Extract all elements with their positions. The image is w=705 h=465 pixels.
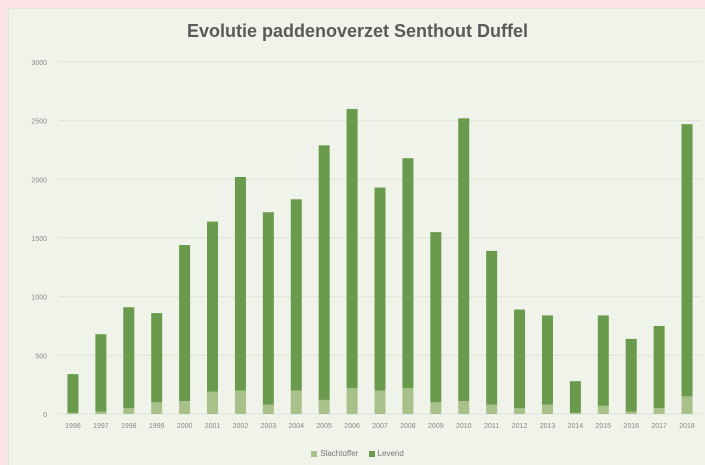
bar-slachtoffer-1998 <box>123 408 135 414</box>
x-tick-label: 2012 <box>512 423 528 430</box>
bar-levend-2012 <box>514 309 526 409</box>
bar-slachtoffer-1997 <box>95 411 107 414</box>
bar-slachtoffer-2008 <box>402 388 414 414</box>
x-tick-label: 2011 <box>484 423 499 430</box>
bar-slachtoffer-2003 <box>262 404 274 414</box>
x-tick-label: 2015 <box>596 423 612 430</box>
x-tick-label: 2008 <box>400 423 416 430</box>
bar-levend-2007 <box>374 187 386 391</box>
y-tick-label: 1500 <box>31 236 47 243</box>
legend-item-levend: Levend <box>368 449 404 458</box>
y-tick-label: 2500 <box>31 119 47 126</box>
bar-levend-1996 <box>67 374 79 413</box>
x-tick-label: 2014 <box>568 423 584 430</box>
x-tick-label: 2013 <box>540 423 556 430</box>
x-tick-label: 2006 <box>344 423 360 430</box>
legend-swatch-slachtoffer <box>311 450 318 457</box>
bar-levend-2006 <box>346 108 358 389</box>
x-tick-label: 2002 <box>233 423 249 430</box>
bar-levend-1998 <box>123 307 135 409</box>
bar-chart: 0 500 1000 1500 2000 2500 3000 1996 1997 1998 1999… <box>31 60 701 430</box>
x-tick-label: 2017 <box>651 423 667 430</box>
bar-levend-1997 <box>95 334 107 412</box>
bar-levend-2011 <box>486 250 498 405</box>
bar-levend-2003 <box>262 212 274 405</box>
x-tick-label: 1999 <box>149 423 165 430</box>
bar-levend-2010 <box>458 118 470 402</box>
bar-slachtoffer-2001 <box>207 391 219 414</box>
y-tick-label: 3000 <box>31 60 47 67</box>
bar-slachtoffer-1996 <box>67 412 79 414</box>
bar-levend-2005 <box>318 145 330 400</box>
legend-item-slachtoffer: Slachtoffer <box>311 449 358 458</box>
bar-levend-2000 <box>179 245 191 402</box>
x-tick-label: 2003 <box>261 423 277 430</box>
x-tick-label: 1998 <box>121 423 137 430</box>
bar-slachtoffer-2012 <box>514 408 526 414</box>
x-tick-label: 2016 <box>623 423 639 430</box>
x-tick-label: 2007 <box>372 423 388 430</box>
bar-levend-2017 <box>653 326 665 409</box>
bar-levend-2001 <box>207 221 219 392</box>
bar-slachtoffer-1999 <box>151 402 163 414</box>
bar-slachtoffer-2015 <box>597 405 609 414</box>
y-tick-label: 0 <box>43 412 47 419</box>
bar-levend-2015 <box>597 315 609 406</box>
bars <box>67 108 693 414</box>
bar-levend-2008 <box>402 158 414 389</box>
x-tick-label: 2000 <box>177 423 193 430</box>
x-tick-label: 2018 <box>679 423 695 430</box>
bar-levend-1999 <box>151 313 163 403</box>
bar-slachtoffer-2009 <box>430 402 442 414</box>
bar-slachtoffer-2000 <box>179 401 191 414</box>
bar-levend-2002 <box>234 176 246 391</box>
bar-slachtoffer-2013 <box>541 404 553 414</box>
bar-slachtoffer-2011 <box>486 404 498 414</box>
chart-panel: 0 500 1000 1500 2000 2500 3000 1996 1997 1998 1999… <box>8 8 705 465</box>
bar-levend-2009 <box>430 232 442 403</box>
bar-slachtoffer-2016 <box>625 411 637 414</box>
bar-slachtoffer-2005 <box>318 399 330 414</box>
x-tick-label: 1997 <box>93 423 109 430</box>
bar-slachtoffer-2017 <box>653 408 665 414</box>
x-tick-label: 2001 <box>205 423 221 430</box>
bar-levend-2016 <box>625 338 637 412</box>
chart-title: Evolutie paddenoverzet Senthout Duffel <box>186 21 529 41</box>
x-tick-label: 2004 <box>288 423 304 430</box>
bar-levend-2004 <box>290 199 302 391</box>
bar-levend-2014 <box>569 381 581 413</box>
bar-slachtoffer-2010 <box>458 401 470 414</box>
x-tick-label: 1996 <box>65 423 81 430</box>
x-tick-label: 2009 <box>428 423 444 430</box>
bar-slachtoffer-2002 <box>234 390 246 414</box>
legend-label-levend: Levend <box>377 449 404 458</box>
bar-slachtoffer-2006 <box>346 388 358 414</box>
bar-slachtoffer-2007 <box>374 390 386 414</box>
y-tick-label: 2000 <box>31 177 47 184</box>
x-tick-label: 2010 <box>456 423 472 430</box>
legend: Slachtoffer Levend <box>9 449 705 458</box>
axis-labels: 0 500 1000 1500 2000 2500 3000 1996 1997 1998 1999… <box>31 60 695 430</box>
legend-swatch-levend <box>368 450 375 457</box>
y-tick-label: 500 <box>35 353 47 360</box>
bar-slachtoffer-2004 <box>290 390 302 414</box>
y-tick-label: 1000 <box>31 295 47 302</box>
bar-levend-2013 <box>541 315 553 405</box>
bar-slachtoffer-2018 <box>681 396 693 414</box>
bar-levend-2018 <box>681 124 693 397</box>
legend-label-slachtoffer: Slachtoffer <box>320 449 359 458</box>
bar-slachtoffer-2014 <box>569 412 581 414</box>
x-tick-label: 2005 <box>316 423 332 430</box>
